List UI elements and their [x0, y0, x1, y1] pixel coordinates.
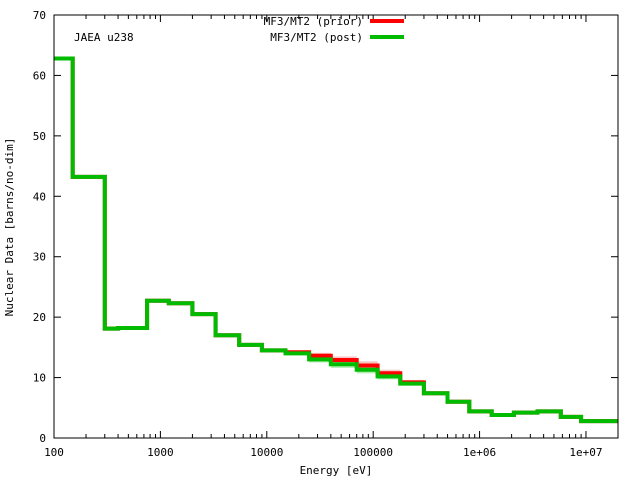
x-axis-label: Energy [eV]	[300, 464, 373, 477]
axis-ticks	[53, 14, 619, 439]
y-tick-label: 40	[33, 190, 46, 203]
plot-frame	[53, 14, 619, 439]
x-tick-label: 10000	[250, 446, 283, 459]
annotation-label: JAEA u238	[74, 31, 134, 44]
x-tick-label: 1e+06	[463, 446, 496, 459]
y-tick-label: 10	[33, 372, 46, 385]
legend: MF3/MT2 (prior) MF3/MT2 (post)	[264, 15, 404, 44]
y-tick-label: 50	[33, 130, 46, 143]
legend-entry-post: MF3/MT2 (post)	[270, 31, 363, 44]
tick-labels: 0 10 20 30 40 50 60 70 100 1000 10000 100000 1e+06 1e…	[33, 9, 603, 459]
y-tick-label: 60	[33, 69, 46, 82]
x-tick-label: 1000	[147, 446, 174, 459]
series-line-post	[54, 56, 618, 424]
y-tick-label: 70	[33, 9, 46, 22]
y-tick-label: 0	[39, 432, 46, 445]
series-lines	[54, 56, 618, 424]
x-tick-label: 100000	[353, 446, 393, 459]
x-tick-label: 100	[44, 446, 64, 459]
x-tick-label: 1e+07	[569, 446, 602, 459]
legend-entry-prior: MF3/MT2 (prior)	[264, 15, 363, 28]
y-tick-label: 30	[33, 251, 46, 264]
y-axis-label: Nuclear Data [barns/no-dim]	[3, 138, 16, 317]
y-tick-label: 20	[33, 311, 46, 324]
